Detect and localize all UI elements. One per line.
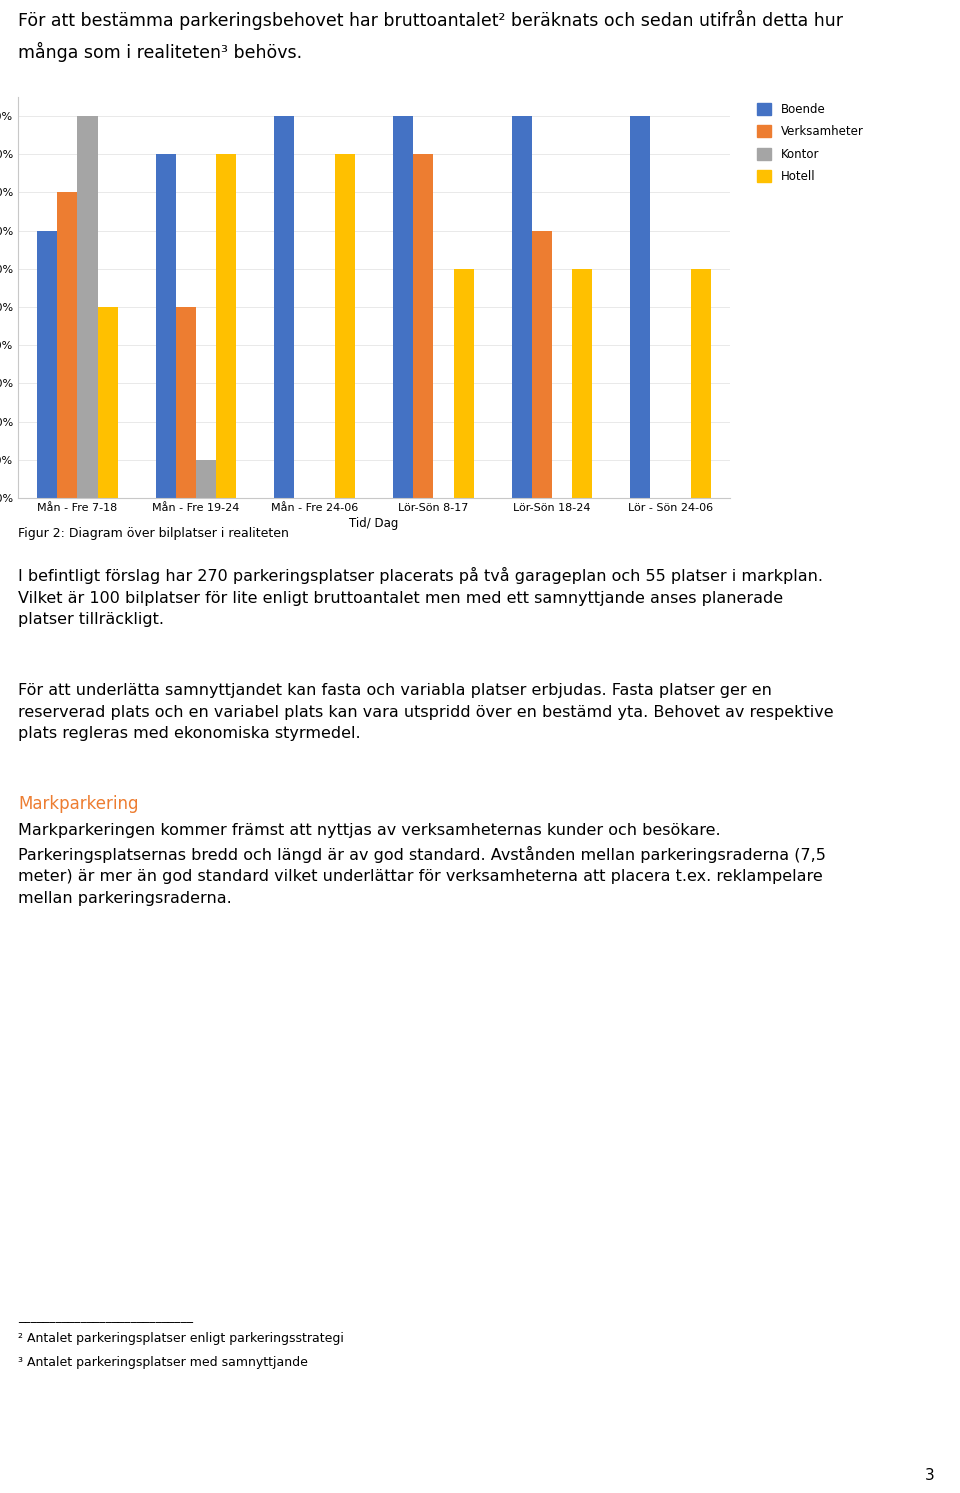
Bar bbox=[156, 154, 176, 499]
Text: ____________________________: ____________________________ bbox=[18, 1309, 193, 1323]
Text: 3: 3 bbox=[925, 1468, 935, 1483]
Bar bbox=[176, 308, 196, 499]
Legend: Boende, Verksamheter, Kontor, Hotell: Boende, Verksamheter, Kontor, Hotell bbox=[757, 103, 864, 184]
Text: För att underlätta samnyttjandet kan fasta och variabla platser erbjudas. Fasta : För att underlätta samnyttjandet kan fas… bbox=[18, 682, 833, 741]
Bar bbox=[631, 116, 651, 499]
Bar bbox=[196, 460, 216, 499]
Bar bbox=[98, 308, 118, 499]
Bar bbox=[37, 230, 58, 499]
Bar bbox=[275, 116, 295, 499]
Text: Markparkering: Markparkering bbox=[18, 794, 138, 814]
Bar bbox=[691, 269, 711, 499]
Text: ² Antalet parkeringsplatser enligt parkeringsstrategi: ² Antalet parkeringsplatser enligt parke… bbox=[18, 1332, 344, 1345]
Bar bbox=[58, 193, 78, 499]
Text: För att bestämma parkeringsbehovet har bruttoantalet² beräknats och sedan utifrå: För att bestämma parkeringsbehovet har b… bbox=[18, 10, 843, 30]
Bar bbox=[532, 230, 552, 499]
Bar bbox=[413, 154, 433, 499]
Bar bbox=[78, 116, 98, 499]
Text: många som i realiteten³ behövs.: många som i realiteten³ behövs. bbox=[18, 42, 302, 63]
Bar bbox=[335, 154, 355, 499]
Bar bbox=[453, 269, 473, 499]
Text: I befintligt förslag har 270 parkeringsplatser placerats på två garageplan och 5: I befintligt förslag har 270 parkeringsp… bbox=[18, 567, 823, 627]
Text: Figur 2: Diagram över bilplatser i realiteten: Figur 2: Diagram över bilplatser i reali… bbox=[18, 527, 289, 540]
Text: ³ Antalet parkeringsplatser med samnyttjande: ³ Antalet parkeringsplatser med samnyttj… bbox=[18, 1356, 308, 1369]
Bar bbox=[393, 116, 413, 499]
Bar bbox=[216, 154, 236, 499]
X-axis label: Tid/ Dag: Tid/ Dag bbox=[349, 517, 398, 530]
Text: Markparkeringen kommer främst att nyttjas av verksamheternas kunder och besökare: Markparkeringen kommer främst att nyttja… bbox=[18, 823, 826, 906]
Bar bbox=[572, 269, 592, 499]
Bar bbox=[512, 116, 532, 499]
